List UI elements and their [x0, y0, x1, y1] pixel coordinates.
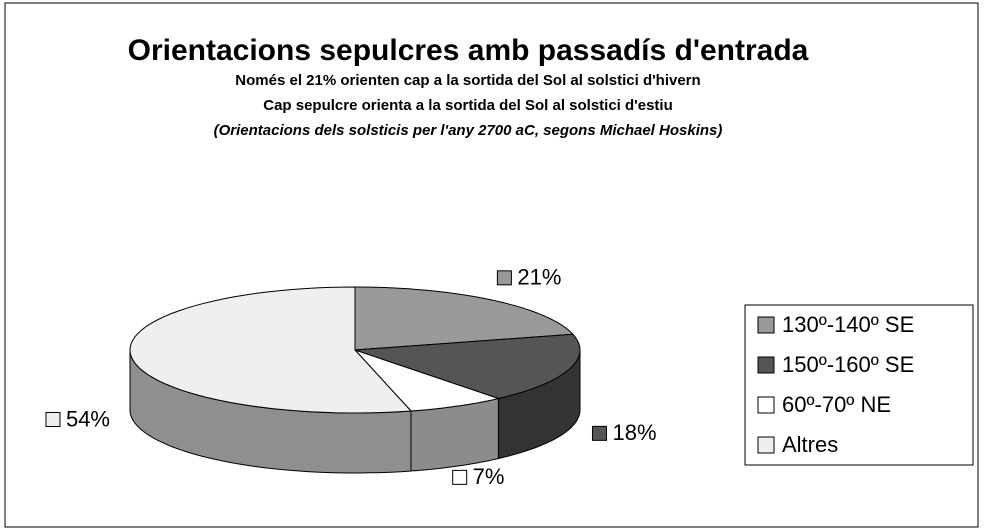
label-swatch [45, 411, 61, 427]
label-swatch [496, 270, 512, 286]
legend-swatch [757, 356, 775, 374]
data-label: 7% [473, 464, 505, 489]
legend-label: 60º-70º NE [782, 392, 891, 417]
legend-swatch [757, 436, 775, 454]
pie-slice [354, 286, 575, 351]
legend-swatch [757, 396, 775, 414]
legend-label: Altres [782, 432, 838, 457]
subtitle: (Orientacions dels solsticis per l'any 2… [214, 122, 723, 139]
legend-swatch [757, 316, 775, 334]
data-label: 54% [66, 406, 110, 431]
legend-label: 130º-140º SE [782, 312, 914, 337]
subtitle: Només el 21% orienten cap a la sortida d… [235, 72, 700, 89]
pie-slice [129, 286, 413, 414]
data-label: 21% [517, 265, 561, 290]
legend-box [744, 304, 974, 466]
data-label: 18% [612, 420, 656, 445]
legend-label: 150º-160º SE [782, 352, 914, 377]
subtitle: Cap sepulcre orienta a la sortida del So… [263, 97, 673, 114]
chart-title: Orientacions sepulcres amb passadís d'en… [128, 34, 809, 67]
label-swatch [452, 469, 468, 485]
pie-slice [354, 349, 501, 412]
label-swatch [591, 425, 607, 441]
pie-slice [354, 333, 581, 400]
